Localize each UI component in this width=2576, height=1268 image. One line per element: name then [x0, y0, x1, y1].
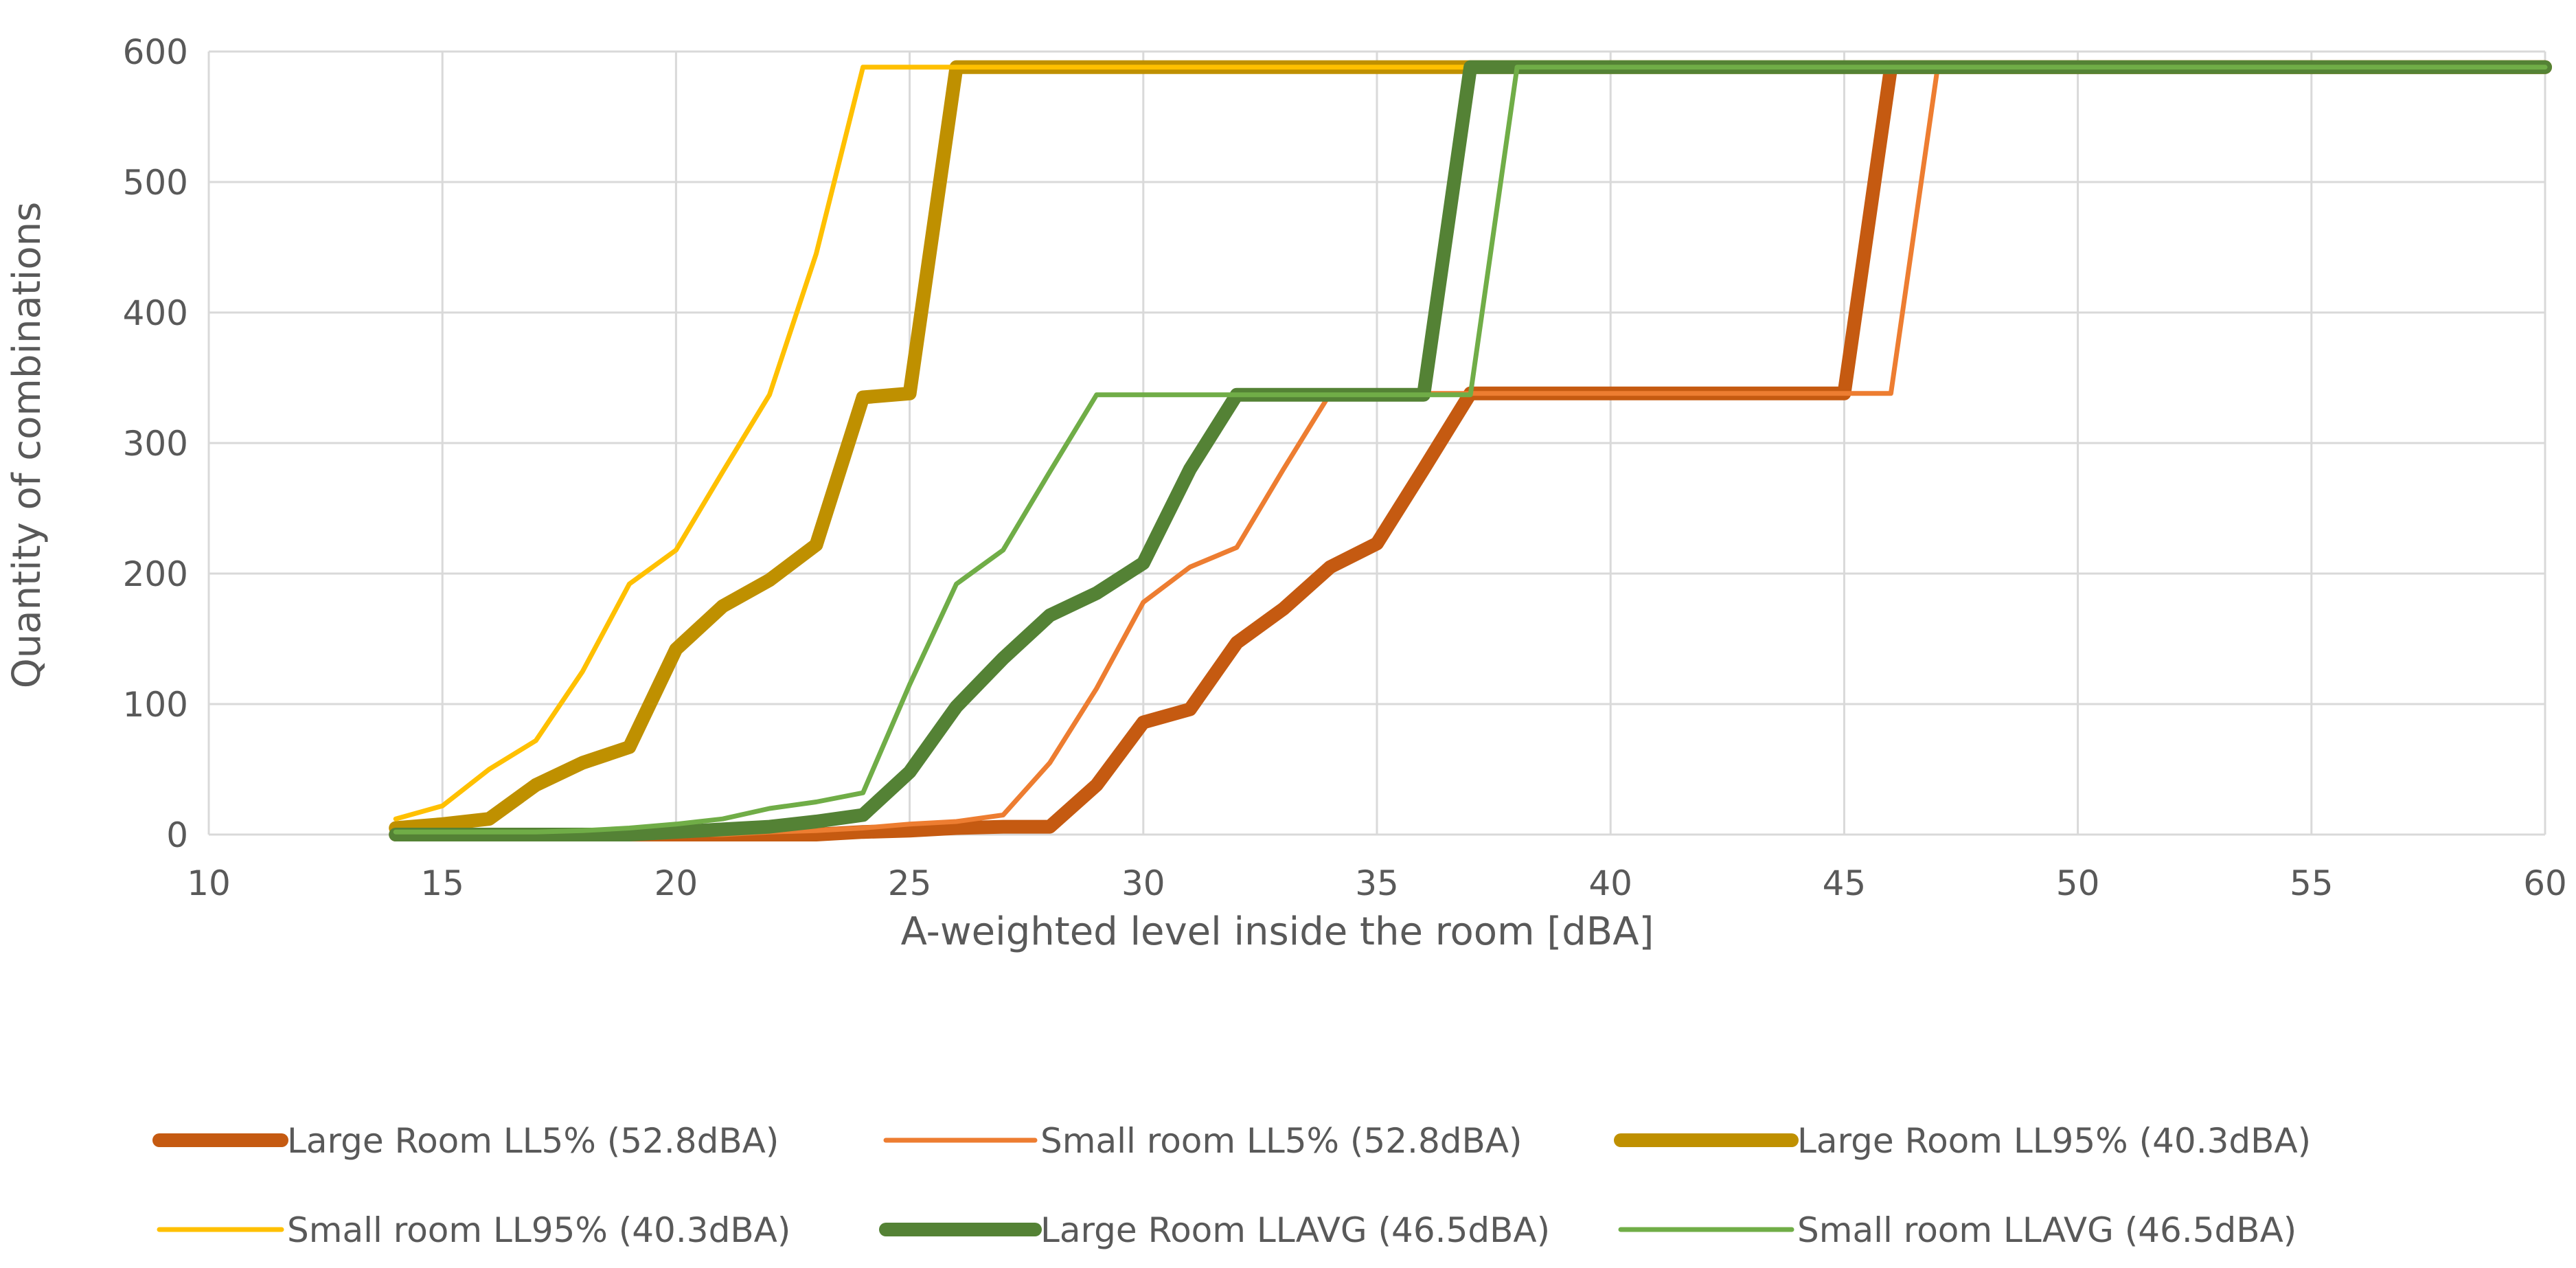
legend-item: Small room LL5% (52.8dBA): [883, 1121, 1523, 1161]
y-tick-label: 300: [123, 424, 188, 464]
y-tick-label: 200: [123, 554, 188, 594]
legend-item: Large Room LL95% (40.3dBA): [1614, 1121, 2311, 1161]
y-tick-label: 100: [123, 685, 188, 725]
x-tick-label: 30: [1121, 863, 1165, 903]
y-tick-label: 600: [123, 32, 188, 72]
y-tick-label: 0: [166, 815, 188, 855]
y-tick-label: 400: [123, 293, 188, 333]
x-tick-label: 15: [420, 863, 464, 903]
legend-label: Small room LL5% (52.8dBA): [1040, 1121, 1523, 1161]
x-tick-label: 20: [654, 863, 698, 903]
legend-label: Large Room LL5% (52.8dBA): [287, 1121, 779, 1161]
y-axis-title: Quantity of combinations: [5, 202, 49, 689]
y-tick-label: 500: [123, 163, 188, 203]
legend: Large Room LL5% (52.8dBA) Small room LL5%…: [152, 1121, 2311, 1250]
series-line-4: [393, 65, 1473, 822]
x-tick-label: 45: [1823, 863, 1867, 903]
legend-item: Small room LL95% (40.3dBA): [157, 1210, 790, 1250]
legend-item: Small room LLAVG (46.5dBA): [1618, 1210, 2296, 1250]
series-line-3: [389, 60, 2552, 835]
axes: 0 100 200 300 400 500 600 10 15 20 25 30 35 40 45 50 55 6…: [123, 32, 2567, 903]
series-lines: [389, 60, 2552, 841]
x-tick-label: 25: [888, 863, 932, 903]
x-tick-label: 60: [2523, 863, 2567, 903]
legend-label: Small room LL95% (40.3dBA): [287, 1210, 790, 1250]
x-tick-label: 50: [2056, 863, 2100, 903]
x-tick-label: 10: [187, 863, 231, 903]
x-tick-label: 40: [1588, 863, 1632, 903]
legend-label: Small room LLAVG (46.5dBA): [1797, 1210, 2296, 1250]
legend-label: Large Room LL95% (40.3dBA): [1797, 1121, 2311, 1161]
legend-item: Large Room LLAVG (46.5dBA): [879, 1210, 1550, 1250]
x-tick-label: 35: [1355, 863, 1399, 903]
legend-item: Large Room LL5% (52.8dBA): [152, 1121, 779, 1161]
x-axis-title: A-weighted level inside the room [dBA]: [901, 909, 1654, 954]
series-line-6: [393, 65, 2548, 835]
gridlines: [207, 50, 2546, 836]
x-tick-label: 55: [2290, 863, 2334, 903]
legend-label: Large Room LLAVG (46.5dBA): [1040, 1210, 1550, 1250]
